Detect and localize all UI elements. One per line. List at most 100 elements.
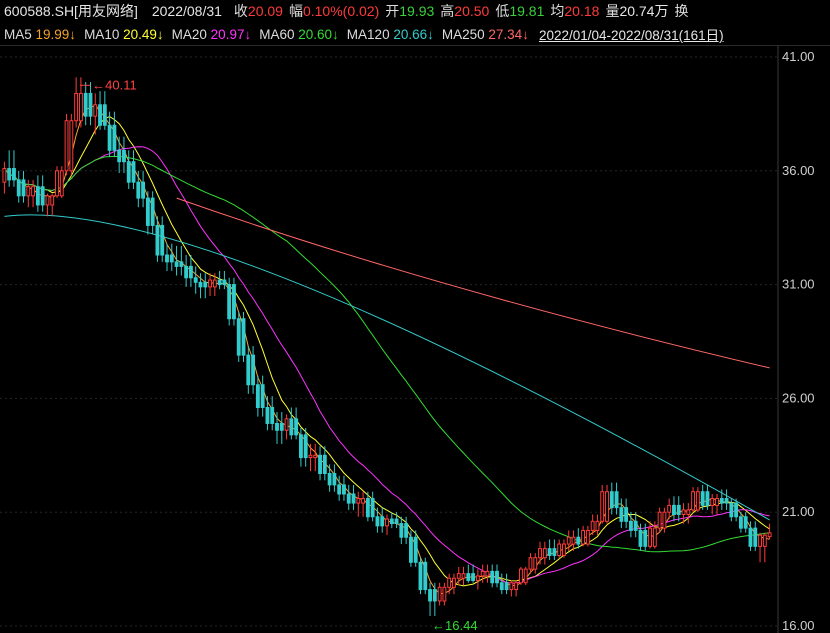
candle-body [289, 418, 294, 436]
candle [667, 498, 672, 520]
candle [332, 464, 337, 492]
candle-body [437, 586, 442, 602]
ma-legend-item[interactable]: MA120 20.66↓ [347, 27, 434, 42]
candle [480, 564, 485, 583]
candle-body [442, 586, 447, 602]
ma-legend-value: 19.99↓ [35, 26, 77, 42]
candle [136, 170, 141, 208]
candle-body [518, 568, 523, 584]
candle [107, 111, 112, 158]
candle [83, 82, 88, 126]
candle-body [2, 168, 7, 183]
candle-body [141, 181, 146, 199]
candle [581, 525, 586, 547]
candle [404, 516, 409, 545]
ma-legend-value: 20.66↓ [393, 26, 434, 42]
ma-legend-item[interactable]: MA60 20.60↓ [259, 27, 339, 42]
candle [562, 539, 566, 558]
candle [112, 111, 117, 158]
candle-body [50, 195, 55, 206]
high-value: 20.50 [454, 3, 490, 19]
candle [542, 541, 547, 565]
ma-legend-label: MA60 [259, 26, 299, 42]
candle-body [528, 557, 533, 570]
candle [370, 491, 375, 522]
candle-body [638, 529, 643, 547]
candle [174, 245, 179, 276]
candle-body [662, 511, 667, 529]
candle [715, 493, 719, 515]
candle-body [188, 265, 193, 279]
candle [585, 525, 590, 547]
candle-body [562, 543, 566, 556]
candle [504, 573, 509, 595]
candle [169, 243, 174, 271]
candle-body [356, 498, 361, 504]
annotations: ←40.11 ←16.44 [80, 77, 478, 633]
candle-body [318, 454, 322, 475]
ma250-line [176, 197, 770, 369]
candle [389, 512, 394, 529]
y-tick-label: 41.00 [782, 49, 815, 64]
candle [571, 530, 576, 551]
candle [21, 170, 26, 203]
candle-body [753, 527, 758, 547]
candle [552, 539, 557, 560]
candle-body [552, 548, 557, 556]
candle-body [614, 491, 619, 509]
candle [432, 582, 437, 616]
avg-value: 20.18 [564, 3, 600, 19]
ma-legend-item[interactable]: MA20 20.97↓ [172, 27, 252, 42]
candle-body [581, 529, 586, 545]
candle [251, 346, 256, 394]
candle [719, 489, 724, 510]
candle-body [394, 518, 399, 525]
candle [260, 375, 265, 417]
candle [279, 412, 284, 444]
date-range[interactable]: 2022/01/04-2022/08/31(161日) [538, 28, 724, 43]
candle-body [232, 284, 236, 320]
candle-body [365, 498, 370, 518]
open-value: 19.93 [399, 3, 435, 19]
ma-legend-item[interactable]: MA5 19.99↓ [4, 27, 76, 42]
candle [160, 216, 165, 262]
candle-body [657, 511, 662, 529]
candle [361, 491, 366, 517]
candle-body [452, 577, 456, 588]
candle-body [762, 534, 767, 547]
candle-body [456, 573, 461, 579]
candle [557, 539, 562, 558]
candle [461, 566, 466, 586]
candle [184, 255, 189, 287]
candle [700, 484, 705, 510]
candle-body [294, 418, 299, 436]
candle [64, 113, 69, 176]
candle [676, 496, 681, 522]
candle-body [628, 520, 633, 531]
candle-body [351, 493, 356, 504]
candle-body [155, 224, 160, 256]
ma-legend-label: MA120 [346, 26, 394, 42]
ma-legend-item[interactable]: MA250 27.34↓ [442, 27, 529, 42]
ma-legend-label: MA5 [4, 26, 36, 42]
candle [590, 514, 595, 535]
candle-body [523, 568, 528, 584]
candle [322, 446, 327, 481]
candle [753, 521, 758, 551]
candle-body [686, 509, 691, 515]
kline-chart[interactable]: ←40.11 ←16.44 41.00 36.00 31.00 26.00 21.00 16… [0, 46, 830, 633]
close-value: 20.09 [247, 3, 283, 19]
candle [12, 150, 16, 187]
candle [499, 573, 504, 595]
candle [131, 150, 136, 190]
candle [681, 503, 686, 524]
low-value: 19.81 [509, 3, 545, 19]
ma10-line [4, 116, 770, 587]
candle-body [399, 523, 404, 538]
candle-body [595, 520, 600, 531]
candle [423, 557, 428, 595]
candle [289, 407, 294, 440]
candle-body [45, 195, 50, 206]
candle-body [337, 484, 342, 495]
ma-legend-item[interactable]: MA10 20.49↓ [84, 27, 164, 42]
